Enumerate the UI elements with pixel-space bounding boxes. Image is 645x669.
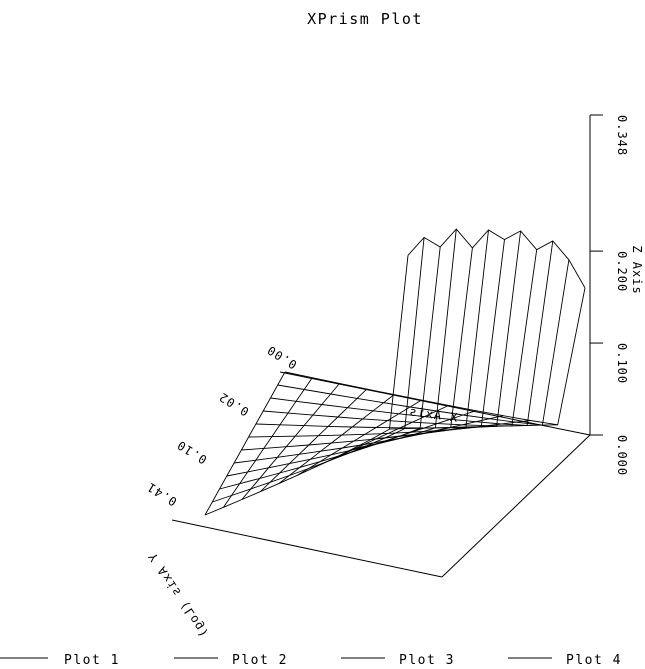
surface-line-row-4 [278, 394, 395, 484]
legend-label-plot-1: Plot 1 [64, 653, 120, 668]
surface-line-col-6 [248, 239, 505, 438]
y-tick-label-2: 0.10 [174, 437, 209, 466]
y-axis-ticks: 0.00 0.020.10 0.41 [144, 342, 299, 508]
x-axis-label: X Axis [408, 404, 459, 425]
z-tick-label-1: 0.100 [615, 343, 629, 384]
box-front-bottom-edge [171, 519, 443, 578]
surface-line-col-2 [219, 246, 441, 490]
z-tick-label-3: 0.348 [615, 115, 629, 156]
z-tick-label-2: 0.200 [615, 251, 629, 292]
legend: Plot 1 Plot 2 Plot 3 Plot 4 [0, 653, 622, 668]
z-tick-label-0: 0.000 [615, 435, 629, 476]
y-axis-label: Y Axis (Log) [146, 550, 211, 640]
surface-line-col-7 [255, 230, 522, 429]
surface-line-col-0 [204, 255, 409, 516]
surface-line-col-11 [284, 287, 586, 426]
legend-label-plot-3: Plot 3 [399, 653, 455, 668]
surface-line-row-10 [389, 424, 558, 430]
surface-line-col-4 [234, 247, 473, 464]
surface-line-col-10 [277, 259, 570, 426]
y-tick-label-3: 0.41 [144, 479, 179, 508]
surface-line-row-11 [407, 228, 586, 289]
surface-line-col-3 [226, 229, 457, 477]
y-tick-label-0: 0.00 [264, 342, 299, 371]
surface-line-row-2 [241, 383, 340, 500]
surface-line-col-8 [263, 249, 538, 427]
z-axis-label: Z Axis [630, 245, 644, 294]
surface-mesh [204, 228, 586, 516]
chart-title: XPrism Plot [307, 10, 423, 28]
y-tick-label-1: 0.02 [216, 389, 251, 418]
box-right-bottom-edge [441, 434, 591, 578]
legend-label-plot-2: Plot 2 [232, 653, 288, 668]
surface-line-row-1 [223, 377, 313, 508]
legend-label-plot-4: Plot 4 [566, 653, 622, 668]
surface-line-col-9 [270, 240, 554, 426]
surface-line-row-3 [260, 388, 368, 492]
surface-line-row-5 [297, 399, 422, 476]
surface-line-col-1 [212, 237, 425, 503]
box-back-edge [279, 371, 591, 436]
z-axis-ticks: 0.000 0.100 0.200 0.348 [590, 114, 629, 476]
surface-line-row-0 [204, 371, 286, 516]
